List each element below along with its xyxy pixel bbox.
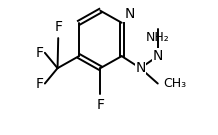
Text: N: N bbox=[153, 49, 163, 63]
Text: F: F bbox=[36, 46, 44, 60]
Text: NH₂: NH₂ bbox=[146, 31, 170, 44]
Text: F: F bbox=[96, 98, 104, 112]
Text: F: F bbox=[54, 20, 62, 34]
Text: N: N bbox=[135, 61, 146, 75]
Text: F: F bbox=[36, 77, 44, 91]
Text: CH₃: CH₃ bbox=[163, 77, 186, 90]
Text: N: N bbox=[125, 7, 135, 21]
